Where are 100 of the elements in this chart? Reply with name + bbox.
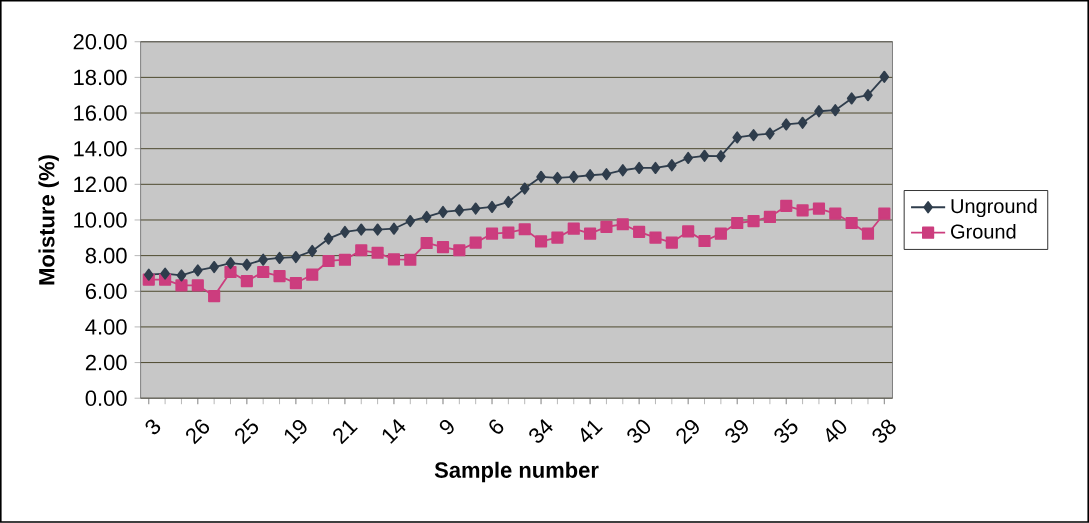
- y-tick-label: 0.00: [85, 390, 127, 407]
- x-tick-label: 6: [489, 419, 504, 434]
- point: [485, 227, 499, 240]
- point: [306, 268, 319, 281]
- point: [257, 266, 270, 279]
- point: [160, 267, 170, 280]
- x-axis-title: Sample number: [434, 461, 599, 483]
- point: [536, 170, 546, 184]
- x-tick-label: 19: [284, 419, 307, 445]
- point: [338, 253, 352, 266]
- y-tick-label: 16.00: [74, 105, 127, 121]
- x-tick-label: 38: [872, 419, 896, 443]
- point: [421, 210, 432, 224]
- x-tick-label: 34: [529, 419, 553, 443]
- point: [240, 275, 253, 288]
- y-tick-label: 12.00: [74, 176, 127, 193]
- point: [797, 116, 808, 129]
- point: [519, 182, 530, 195]
- point: [436, 241, 450, 254]
- point: [193, 264, 203, 277]
- point: [405, 215, 416, 228]
- point: [372, 223, 383, 236]
- point: [176, 269, 187, 282]
- point: [698, 234, 711, 248]
- x-tick-label: 40: [826, 419, 847, 443]
- point: [878, 207, 891, 220]
- point: [208, 290, 221, 303]
- point: [356, 223, 367, 236]
- y-tick-label: 4.00: [85, 319, 127, 335]
- point: [763, 210, 776, 224]
- point: [796, 204, 809, 217]
- point: [829, 207, 842, 220]
- point: [683, 151, 693, 165]
- point: [584, 227, 597, 240]
- x-tick-label: 9: [439, 419, 454, 435]
- point: [487, 200, 497, 214]
- point: [307, 244, 318, 258]
- point: [224, 266, 237, 279]
- x-tick-label: 26: [186, 419, 210, 445]
- point: [470, 202, 481, 215]
- point: [765, 127, 775, 140]
- point: [551, 231, 564, 244]
- point: [780, 199, 793, 213]
- point: [274, 251, 285, 265]
- point: [291, 251, 301, 264]
- point: [420, 236, 433, 250]
- point: [191, 279, 204, 292]
- point: [273, 270, 286, 283]
- legend-label: Unground: [951, 198, 1037, 218]
- point: [355, 244, 368, 257]
- y-tick-label: 6.00: [85, 283, 127, 300]
- point: [747, 215, 760, 228]
- y-tick-label: 10.00: [74, 212, 127, 228]
- x-tick-label: 21: [333, 420, 358, 445]
- point: [209, 261, 219, 274]
- point: [781, 118, 792, 131]
- point: [469, 236, 482, 249]
- point: [567, 222, 580, 235]
- x-tick-label: 30: [627, 419, 651, 443]
- point: [731, 216, 744, 230]
- y-axis-title: Moisture (%): [38, 155, 59, 285]
- y-tick-label: 18.00: [74, 69, 127, 86]
- point: [616, 218, 629, 231]
- point: [863, 89, 873, 102]
- point: [861, 227, 875, 240]
- point: [665, 236, 678, 249]
- point: [404, 253, 417, 266]
- point: [585, 169, 595, 182]
- point: [371, 246, 384, 259]
- y-tick-label: 8.00: [85, 247, 127, 264]
- point: [322, 254, 335, 268]
- y-tick-label: 2.00: [85, 354, 127, 371]
- y-tick-label: 20.00: [73, 34, 127, 50]
- point: [845, 216, 858, 230]
- point: [387, 253, 401, 266]
- x-tick-label: 41: [580, 420, 603, 443]
- point: [242, 258, 252, 271]
- x-tick-label: 3: [145, 419, 161, 435]
- point: [879, 70, 890, 84]
- point: [682, 225, 695, 238]
- point: [454, 204, 465, 217]
- point: [340, 225, 350, 239]
- x-tick-label: 14: [382, 419, 406, 444]
- point: [323, 232, 334, 245]
- point: [830, 104, 841, 117]
- point: [568, 170, 579, 184]
- point: [748, 129, 759, 142]
- point: [438, 205, 448, 219]
- point: [732, 131, 742, 144]
- point: [289, 277, 302, 290]
- point: [600, 220, 613, 234]
- point: [633, 225, 646, 239]
- point: [534, 235, 548, 248]
- point: [502, 226, 515, 239]
- point: [389, 222, 399, 235]
- point: [814, 105, 824, 118]
- point: [649, 231, 662, 244]
- point: [714, 227, 727, 240]
- point: [716, 150, 726, 163]
- point: [699, 149, 710, 162]
